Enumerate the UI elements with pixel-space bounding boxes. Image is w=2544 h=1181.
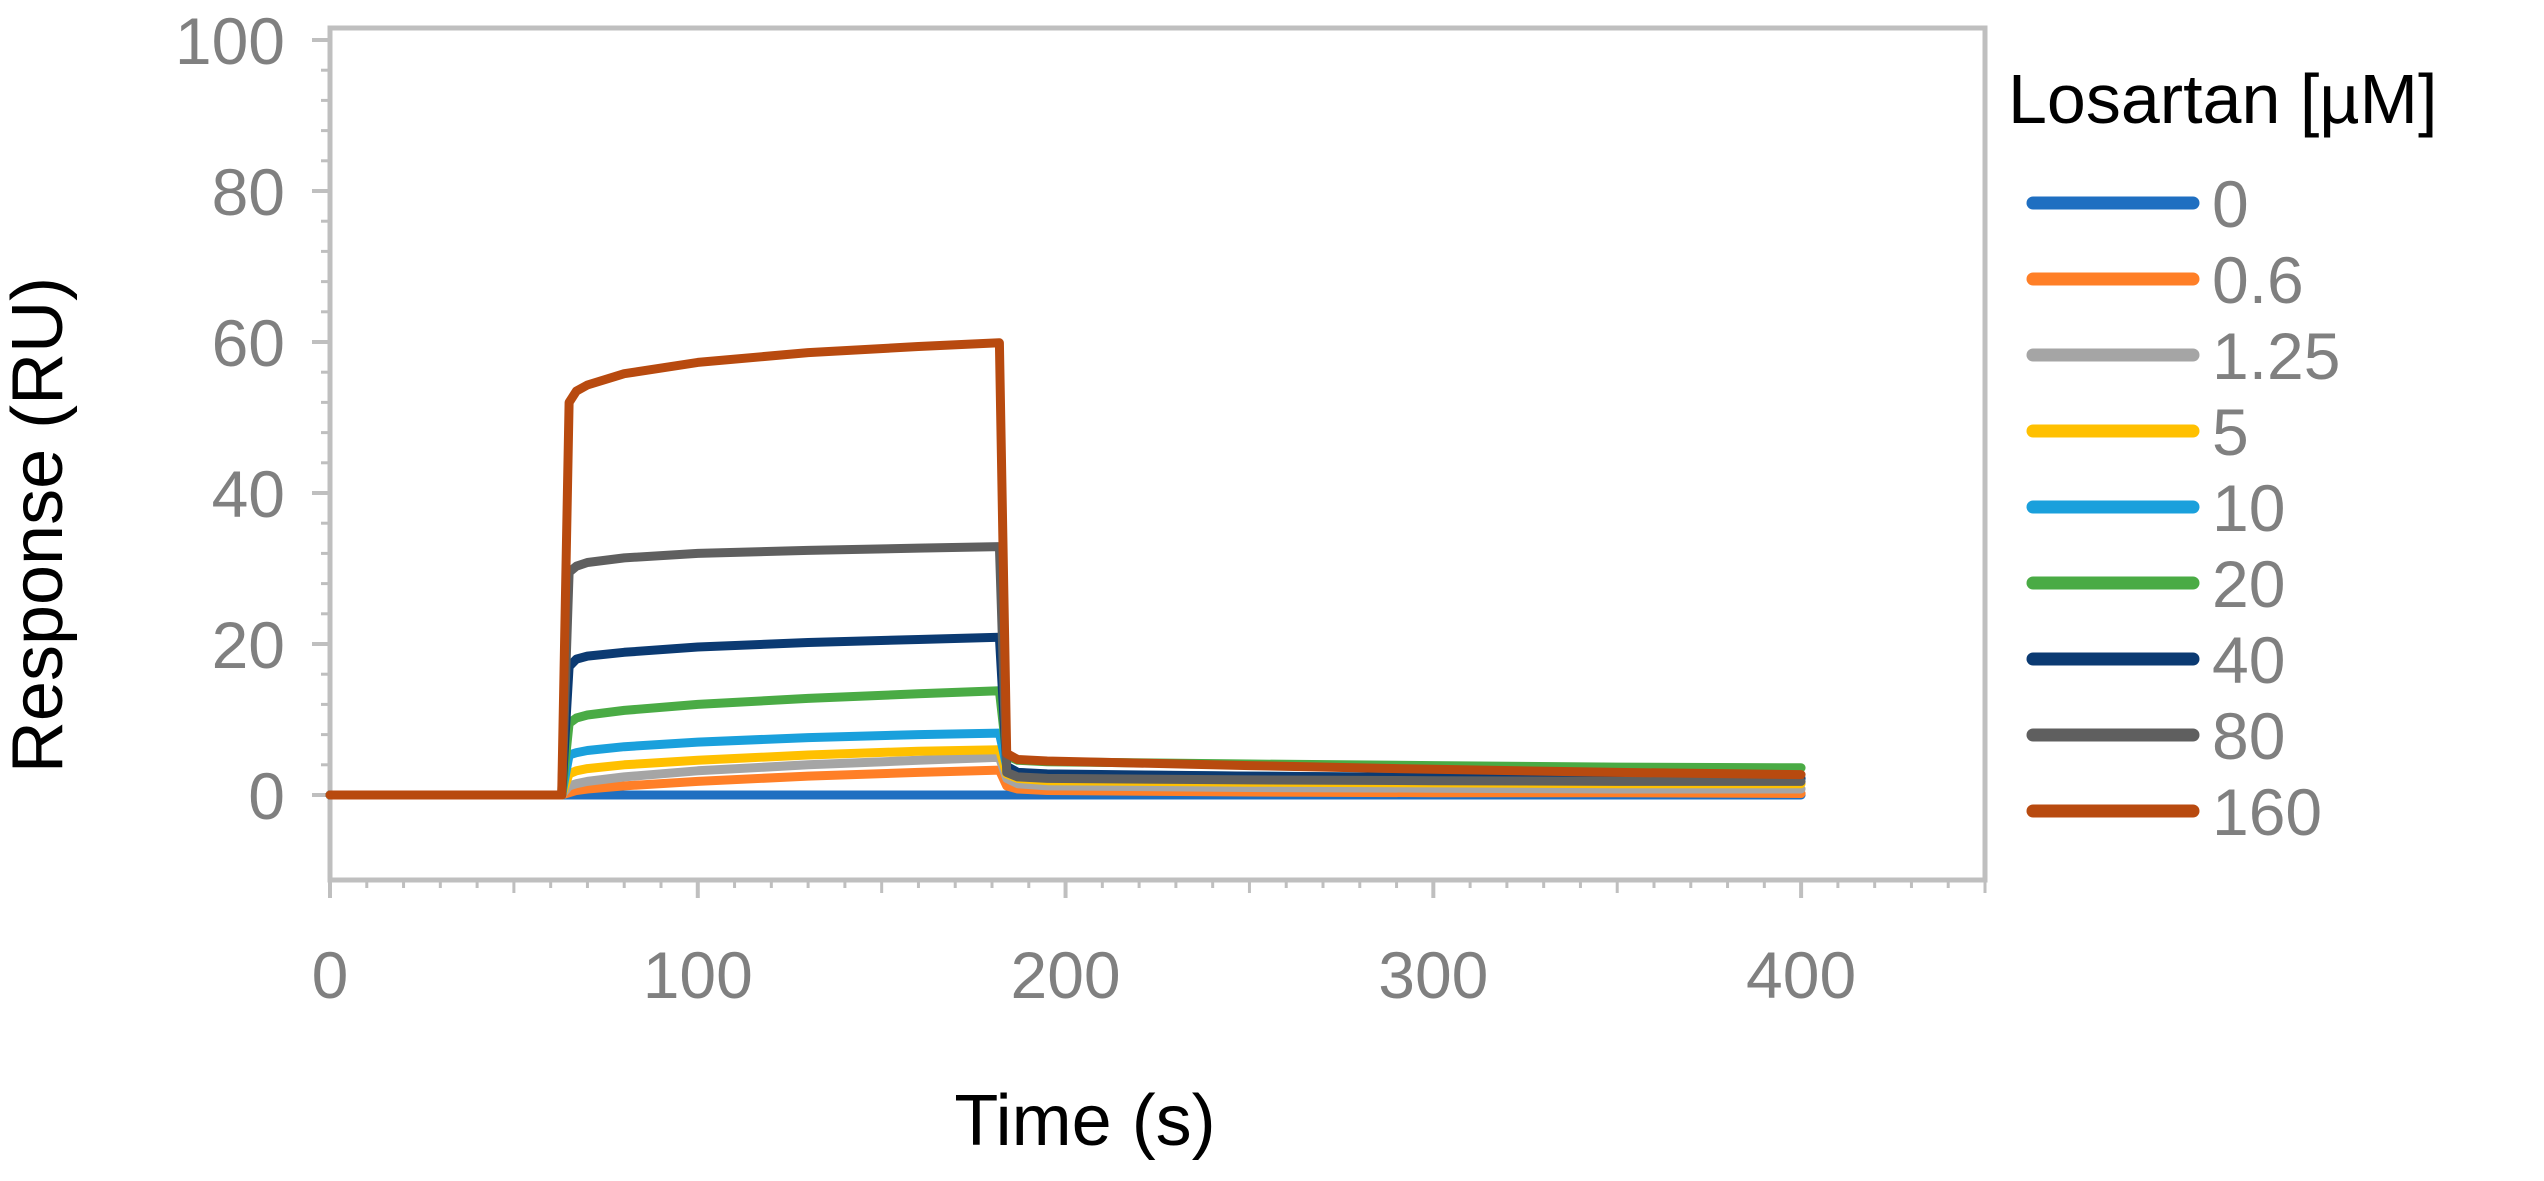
y-tick-label: 60: [212, 306, 285, 380]
legend-label: 40: [2212, 623, 2285, 697]
legend-label: 160: [2212, 775, 2322, 849]
legend-label: 0: [2212, 167, 2249, 241]
x-tick-label: 300: [1378, 938, 1488, 1012]
plot-frame: [327, 25, 1988, 883]
x-tick-label: 0: [312, 938, 349, 1012]
x-axis: 0 100 200 300 400: [312, 880, 1987, 1012]
y-axis-title: Response (RU): [0, 277, 78, 773]
x-axis-title: Time (s): [954, 1081, 1215, 1161]
legend-label: 80: [2212, 699, 2285, 773]
legend-label: 20: [2212, 547, 2285, 621]
legend-label: 1.25: [2212, 319, 2340, 393]
y-tick-label: 20: [212, 608, 285, 682]
series-lines: [325, 338, 1806, 800]
x-tick-label: 400: [1746, 938, 1856, 1012]
legend-title: Losartan [µM]: [2008, 60, 2437, 138]
legend-label: 0.6: [2212, 243, 2304, 317]
legend-label: 10: [2212, 471, 2285, 545]
series-line-160: [325, 338, 1806, 800]
y-tick-label: 0: [248, 759, 285, 833]
y-tick-label: 80: [212, 155, 285, 229]
series-line-80: [325, 542, 1806, 800]
y-axis: 0 20 40 60 80 100: [175, 4, 330, 833]
y-tick-label: 40: [212, 457, 285, 531]
x-tick-label: 200: [1010, 938, 1120, 1012]
y-tick-label: 100: [175, 4, 285, 78]
series-line-1-25: [325, 752, 1806, 800]
x-tick-label: 100: [643, 938, 753, 1012]
legend-label: 5: [2212, 395, 2249, 469]
